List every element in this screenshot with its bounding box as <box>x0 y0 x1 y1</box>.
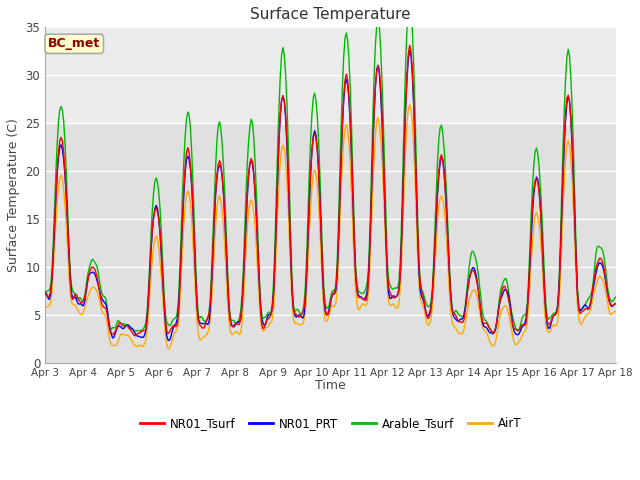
NR01_PRT <box>42 290 49 296</box>
Arable_Tsurf <box>42 290 49 296</box>
NR01_Tsurf <box>612 300 620 306</box>
Title: Surface Temperature: Surface Temperature <box>250 7 411 22</box>
Line: Arable_Tsurf: Arable_Tsurf <box>45 1 616 332</box>
Arable_Tsurf <box>612 294 620 300</box>
NR01_PRT <box>93 276 100 282</box>
X-axis label: Time: Time <box>315 379 346 392</box>
Arable_Tsurf <box>373 23 381 28</box>
NR01_PRT <box>380 155 387 161</box>
NR01_Tsurf <box>69 297 77 302</box>
NR01_PRT <box>612 300 620 306</box>
NR01_Tsurf <box>374 63 382 69</box>
NR01_PRT <box>374 62 382 68</box>
Arable_Tsurf <box>378 79 386 84</box>
Arable_Tsurf <box>176 264 184 270</box>
Bar <box>45 27 616 123</box>
NR01_PRT <box>406 48 413 54</box>
Line: NR01_PRT: NR01_PRT <box>45 51 616 340</box>
Line: AirT: AirT <box>45 105 616 348</box>
AirT <box>69 302 77 308</box>
NR01_Tsurf <box>177 246 185 252</box>
AirT <box>166 346 173 351</box>
NR01_PRT <box>177 247 185 253</box>
Y-axis label: Surface Temperature (C): Surface Temperature (C) <box>7 118 20 272</box>
NR01_PRT <box>166 337 173 343</box>
AirT <box>502 303 510 309</box>
Arable_Tsurf <box>93 263 100 268</box>
AirT <box>612 309 620 314</box>
AirT <box>42 304 49 310</box>
NR01_Tsurf <box>93 273 100 279</box>
NR01_Tsurf <box>131 333 139 339</box>
Arable_Tsurf <box>489 329 497 335</box>
NR01_Tsurf <box>406 42 413 48</box>
NR01_PRT <box>69 296 77 301</box>
NR01_Tsurf <box>380 148 387 154</box>
AirT <box>93 288 100 294</box>
NR01_Tsurf <box>502 287 510 293</box>
Legend: NR01_Tsurf, NR01_PRT, Arable_Tsurf, AirT: NR01_Tsurf, NR01_PRT, Arable_Tsurf, AirT <box>135 413 526 435</box>
Line: NR01_Tsurf: NR01_Tsurf <box>45 45 616 336</box>
NR01_PRT <box>502 287 510 293</box>
Arable_Tsurf <box>69 288 77 294</box>
AirT <box>406 102 413 108</box>
AirT <box>380 184 387 190</box>
Arable_Tsurf <box>502 276 510 282</box>
Arable_Tsurf <box>406 0 413 4</box>
AirT <box>177 270 185 276</box>
AirT <box>374 115 382 120</box>
Text: BC_met: BC_met <box>48 37 100 50</box>
NR01_Tsurf <box>42 289 49 295</box>
